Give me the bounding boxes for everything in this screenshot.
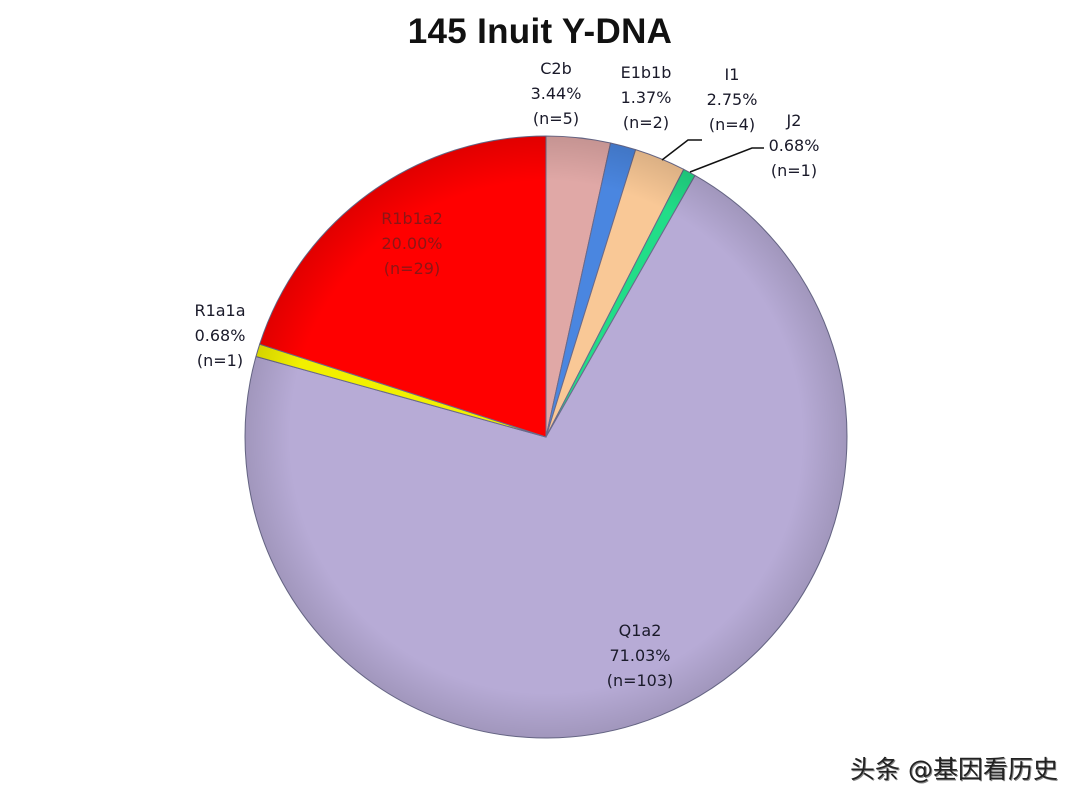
pie-slices bbox=[244, 135, 848, 739]
label-r1b1a2: R1b1a2 20.00% (n=29) bbox=[381, 209, 443, 278]
chart-title: 145 Inuit Y-DNA bbox=[407, 12, 673, 51]
leader-line-j2 bbox=[689, 147, 764, 173]
label-q1a2: Q1a2 71.03% (n=103) bbox=[606, 621, 674, 690]
label-j2: J2 0.68% (n=1) bbox=[768, 111, 820, 180]
label-r1a1a: R1a1a 0.68% (n=1) bbox=[194, 301, 246, 370]
label-e1b1b: E1b1b 1.37% (n=2) bbox=[620, 63, 672, 132]
label-c2b: C2b 3.44% (n=5) bbox=[530, 59, 582, 128]
watermark: 头条 @基因看历史 bbox=[850, 755, 1058, 784]
label-i1: I1 2.75% (n=4) bbox=[706, 65, 758, 134]
leader-line-i1 bbox=[661, 139, 702, 161]
